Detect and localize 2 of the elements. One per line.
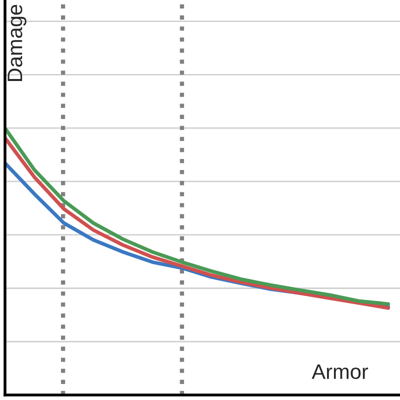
y-axis-title: Damage — [8, 4, 26, 81]
x-axis-title: Armor — [312, 364, 368, 380]
